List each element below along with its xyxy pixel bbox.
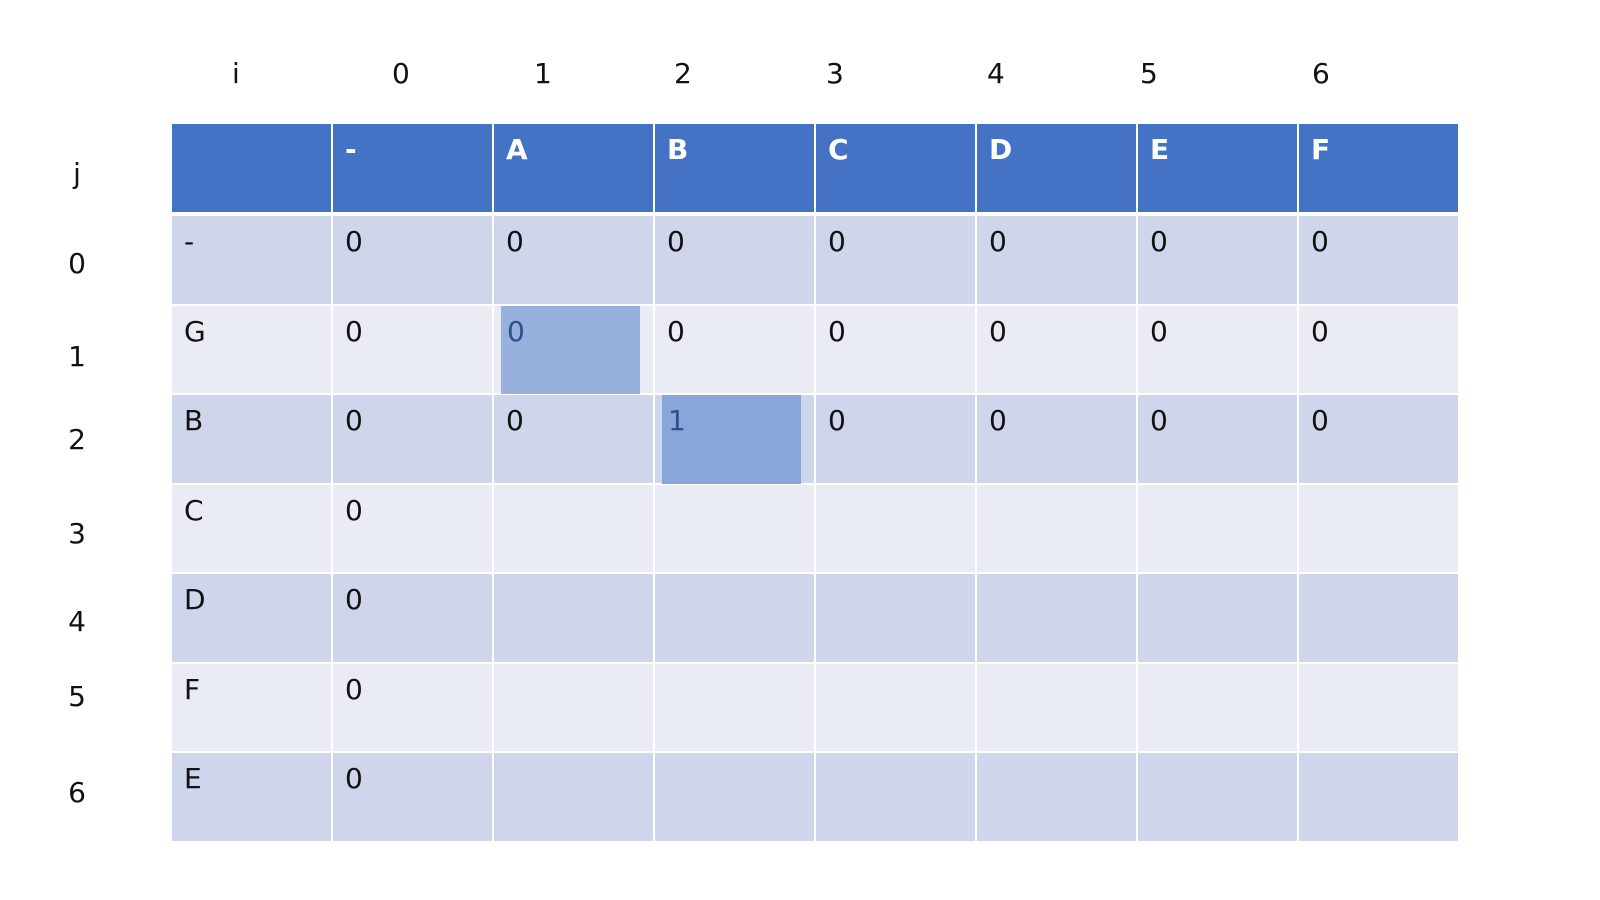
row-index: 0 bbox=[68, 247, 86, 280]
row-index: 5 bbox=[68, 680, 86, 713]
row-index: 1 bbox=[68, 340, 86, 373]
header-cell: D bbox=[977, 124, 1138, 216]
table-cell bbox=[1138, 484, 1299, 574]
table-cell bbox=[977, 663, 1138, 753]
column-index: 1 bbox=[534, 57, 552, 90]
table-cell: 0 bbox=[1299, 395, 1460, 485]
row-label-cell: G bbox=[172, 305, 333, 395]
table-cell bbox=[655, 574, 816, 664]
row-index: 3 bbox=[68, 517, 86, 550]
table-cell: 0 bbox=[655, 216, 816, 306]
table-cell: 0 bbox=[1138, 395, 1299, 485]
table-cell: 0 bbox=[333, 484, 494, 574]
table-cell bbox=[1299, 663, 1460, 753]
header-cell: B bbox=[655, 124, 816, 216]
row-index: 2 bbox=[68, 423, 86, 456]
column-index: 6 bbox=[1312, 57, 1330, 90]
table-cell: 0 bbox=[1138, 216, 1299, 306]
table-cell: 0 bbox=[333, 663, 494, 753]
table-cell: 0 bbox=[333, 216, 494, 306]
table-cell: 0 bbox=[333, 305, 494, 395]
i-axis-label: i bbox=[232, 57, 240, 90]
table-cell bbox=[1138, 574, 1299, 664]
table-cell bbox=[1299, 484, 1460, 574]
table-cell: 0 bbox=[333, 574, 494, 664]
column-index: 4 bbox=[987, 57, 1005, 90]
row-label-cell: C bbox=[172, 484, 333, 574]
table-cell bbox=[977, 574, 1138, 664]
header-cell bbox=[172, 124, 333, 216]
table-cell: 0 bbox=[1138, 305, 1299, 395]
table-cell bbox=[816, 663, 977, 753]
row-label-cell: - bbox=[172, 216, 333, 306]
table-cell: 0 bbox=[1299, 216, 1460, 306]
j-axis-label: j bbox=[73, 157, 81, 190]
table-cell: 0 bbox=[977, 305, 1138, 395]
row-index: 6 bbox=[68, 776, 86, 809]
table-cell: 0 bbox=[816, 216, 977, 306]
column-index: 5 bbox=[1140, 57, 1158, 90]
table-cell bbox=[494, 574, 655, 664]
table-cell: 0 bbox=[333, 753, 494, 843]
table-cell bbox=[1138, 753, 1299, 843]
table-cell bbox=[1299, 753, 1460, 843]
table-cell: 0 bbox=[1299, 305, 1460, 395]
header-cell: A bbox=[494, 124, 655, 216]
table-cell bbox=[977, 753, 1138, 843]
table-cell bbox=[494, 663, 655, 753]
table-cell: 0 bbox=[816, 305, 977, 395]
column-index: 0 bbox=[392, 57, 410, 90]
dp-table: -ABCDEF-0000000G0000000B0010000C0D0F0E00… bbox=[172, 124, 1460, 843]
header-cell: C bbox=[816, 124, 977, 216]
table-cell: 0 bbox=[655, 305, 816, 395]
row-index: 4 bbox=[68, 605, 86, 638]
table-cell bbox=[494, 753, 655, 843]
table-cell bbox=[977, 484, 1138, 574]
table-cell: 0 bbox=[977, 216, 1138, 306]
row-label-cell: F bbox=[172, 663, 333, 753]
table-cell bbox=[816, 753, 977, 843]
header-cell: F bbox=[1299, 124, 1460, 216]
table-cell bbox=[816, 574, 977, 664]
row-label-cell: D bbox=[172, 574, 333, 664]
column-index: 2 bbox=[674, 57, 692, 90]
table-cell: 0 bbox=[333, 395, 494, 485]
table-cell bbox=[655, 484, 816, 574]
row-label-cell: E bbox=[172, 753, 333, 843]
highlighted-cell: 1 bbox=[662, 395, 801, 484]
header-cell: - bbox=[333, 124, 494, 216]
table-cell bbox=[1138, 663, 1299, 753]
table-cell bbox=[1299, 574, 1460, 664]
header-cell: E bbox=[1138, 124, 1299, 216]
column-index: 3 bbox=[826, 57, 844, 90]
table-cell: 0 bbox=[494, 395, 655, 485]
table-cell bbox=[655, 663, 816, 753]
table-cell: 0 bbox=[977, 395, 1138, 485]
table-cell: 0 bbox=[816, 395, 977, 485]
table-cell bbox=[655, 753, 816, 843]
table-cell bbox=[816, 484, 977, 574]
table-cell bbox=[494, 484, 655, 574]
highlighted-cell: 0 bbox=[501, 305, 640, 394]
row-label-cell: B bbox=[172, 395, 333, 485]
table-cell: 0 bbox=[494, 216, 655, 306]
